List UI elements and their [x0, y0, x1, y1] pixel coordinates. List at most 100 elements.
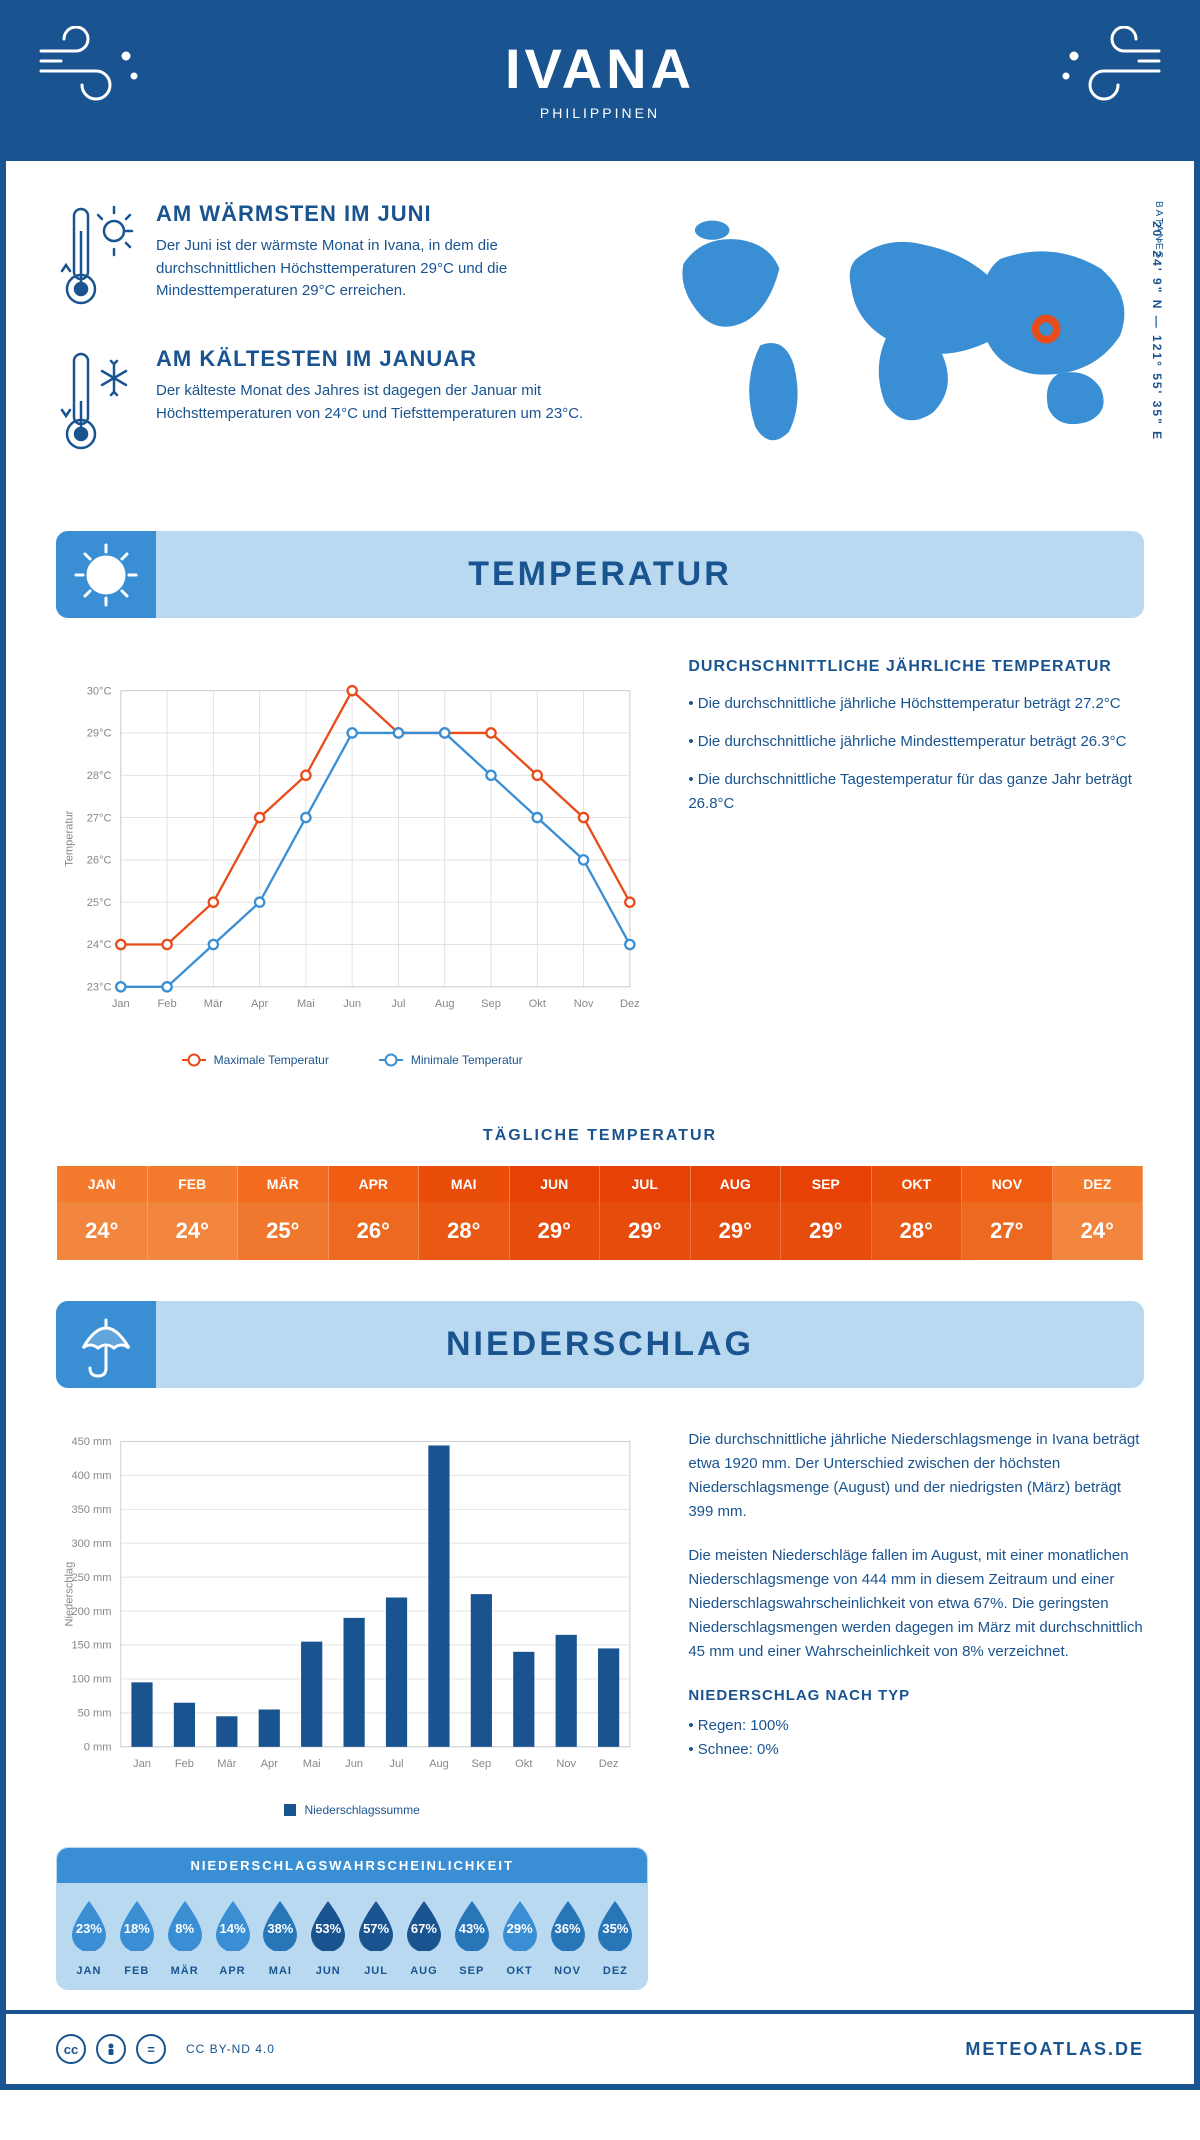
- precipitation-title: NIEDERSCHLAG: [86, 1325, 1114, 1364]
- svg-text:Aug: Aug: [429, 1758, 449, 1770]
- svg-text:25°C: 25°C: [87, 897, 112, 909]
- svg-text:0 mm: 0 mm: [84, 1742, 112, 1754]
- precip-type-item: • Schnee: 0%: [688, 1738, 1144, 1762]
- daily-title: TÄGLICHE TEMPERATUR: [56, 1127, 1144, 1145]
- intro-section: AM WÄRMSTEN IM JUNI Der Juni ist der wär…: [6, 161, 1194, 531]
- svg-text:50 mm: 50 mm: [78, 1708, 112, 1720]
- svg-text:Mai: Mai: [303, 1758, 321, 1770]
- legend-max: Maximale Temperatur: [182, 1053, 329, 1067]
- svg-text:450 mm: 450 mm: [71, 1436, 111, 1448]
- header: IVANA PHILIPPINEN: [6, 6, 1194, 161]
- probability-col: 18%FEB: [113, 1899, 161, 1977]
- temperature-row: 23°C24°C25°C26°C27°C28°C29°C30°CJanFebMä…: [6, 618, 1194, 1107]
- coldest-text: Der kälteste Monat des Jahres ist dagege…: [156, 380, 605, 425]
- coordinates: 20° 24' 9" N — 121° 55' 35" E: [1150, 221, 1164, 441]
- probability-col: 38%MAI: [256, 1899, 304, 1977]
- daily-col: FEB24°: [148, 1166, 239, 1260]
- world-map: BATANES 20° 24' 9" N — 121° 55' 35" E: [645, 201, 1144, 491]
- license: cc = CC BY-ND 4.0: [56, 2034, 275, 2064]
- svg-text:Jun: Jun: [343, 998, 361, 1010]
- probability-col: 23%JAN: [65, 1899, 113, 1977]
- wind-icon: [36, 26, 146, 111]
- svg-text:150 mm: 150 mm: [71, 1640, 111, 1652]
- nd-icon: =: [136, 2034, 166, 2064]
- coldest-title: AM KÄLTESTEN IM JANUAR: [156, 346, 605, 372]
- svg-text:Dez: Dez: [620, 998, 640, 1010]
- by-icon: [96, 2034, 126, 2064]
- thermometer-snow-icon: [56, 346, 136, 461]
- probability-col: 43%SEP: [448, 1899, 496, 1977]
- probability-box: NIEDERSCHLAGSWAHRSCHEINLICHKEIT 23%JAN18…: [56, 1847, 648, 1990]
- precip-para: Die durchschnittliche jährliche Niedersc…: [688, 1428, 1144, 1524]
- svg-text:Jan: Jan: [112, 998, 130, 1010]
- svg-text:28°C: 28°C: [87, 770, 112, 782]
- warmest-text: Der Juni ist der wärmste Monat in Ivana,…: [156, 235, 605, 303]
- daily-col: JUL29°: [600, 1166, 691, 1260]
- legend-precip: Niederschlagssumme: [284, 1803, 419, 1817]
- license-text: CC BY-ND 4.0: [186, 2042, 275, 2056]
- svg-text:Nov: Nov: [574, 998, 594, 1010]
- thermometer-sun-icon: [56, 201, 136, 316]
- daily-col: NOV27°: [962, 1166, 1053, 1260]
- coldest-block: AM KÄLTESTEN IM JANUAR Der kälteste Mona…: [56, 346, 605, 461]
- probability-col: 57%JUL: [352, 1899, 400, 1977]
- brand: METEOATLAS.DE: [965, 2039, 1144, 2060]
- precipitation-chart: 0 mm50 mm100 mm150 mm200 mm250 mm300 mm3…: [56, 1428, 648, 1817]
- precip-para: Die meisten Niederschläge fallen im Augu…: [688, 1544, 1144, 1664]
- svg-text:Jul: Jul: [391, 998, 405, 1010]
- legend-min: Minimale Temperatur: [379, 1053, 523, 1067]
- temp-info-bullet: • Die durchschnittliche jährliche Mindes…: [688, 730, 1144, 754]
- daily-col: JUN29°: [510, 1166, 601, 1260]
- daily-temperature: TÄGLICHE TEMPERATUR JAN24°FEB24°MÄR25°AP…: [6, 1107, 1194, 1301]
- precip-type-item: • Regen: 100%: [688, 1714, 1144, 1738]
- svg-text:Mai: Mai: [297, 998, 315, 1010]
- page-subtitle: PHILIPPINEN: [26, 105, 1174, 121]
- svg-text:Okt: Okt: [529, 998, 546, 1010]
- svg-text:Dez: Dez: [599, 1758, 619, 1770]
- probability-col: 14%APR: [209, 1899, 257, 1977]
- svg-text:Jun: Jun: [345, 1758, 363, 1770]
- svg-text:24°C: 24°C: [87, 939, 112, 951]
- wind-icon: [1054, 26, 1164, 111]
- precipitation-section-header: NIEDERSCHLAG: [56, 1301, 1144, 1388]
- svg-text:26°C: 26°C: [87, 855, 112, 867]
- svg-text:Mär: Mär: [204, 998, 223, 1010]
- daily-col: SEP29°: [781, 1166, 872, 1260]
- svg-text:Apr: Apr: [251, 998, 269, 1010]
- umbrella-icon: [56, 1301, 156, 1388]
- svg-text:30°C: 30°C: [87, 685, 112, 697]
- footer: cc = CC BY-ND 4.0 METEOATLAS.DE: [6, 2010, 1194, 2084]
- temperature-info: DURCHSCHNITTLICHE JÄHRLICHE TEMPERATUR •…: [688, 658, 1144, 1067]
- probability-title: NIEDERSCHLAGSWAHRSCHEINLICHKEIT: [57, 1848, 647, 1883]
- temperature-section-header: TEMPERATUR: [56, 531, 1144, 618]
- svg-text:27°C: 27°C: [87, 812, 112, 824]
- svg-text:Sep: Sep: [481, 998, 501, 1010]
- sun-icon: [56, 531, 156, 618]
- probability-col: 36%NOV: [544, 1899, 592, 1977]
- svg-text:Niederschlag: Niederschlag: [64, 1562, 76, 1627]
- daily-col: MAI28°: [419, 1166, 510, 1260]
- svg-text:Nov: Nov: [556, 1758, 576, 1770]
- svg-text:Jul: Jul: [389, 1758, 403, 1770]
- svg-text:Jan: Jan: [133, 1758, 151, 1770]
- svg-text:Sep: Sep: [471, 1758, 491, 1770]
- svg-text:Aug: Aug: [435, 998, 455, 1010]
- svg-text:300 mm: 300 mm: [71, 1538, 111, 1550]
- svg-text:200 mm: 200 mm: [71, 1606, 111, 1618]
- daily-table: JAN24°FEB24°MÄR25°APR26°MAI28°JUN29°JUL2…: [56, 1165, 1144, 1261]
- daily-col: OKT28°: [872, 1166, 963, 1260]
- temperature-title: TEMPERATUR: [86, 555, 1114, 594]
- svg-text:250 mm: 250 mm: [71, 1572, 111, 1584]
- probability-col: 35%DEZ: [591, 1899, 639, 1977]
- temperature-chart: 23°C24°C25°C26°C27°C28°C29°C30°CJanFebMä…: [56, 658, 648, 1067]
- daily-col: MÄR25°: [238, 1166, 329, 1260]
- daily-col: AUG29°: [691, 1166, 782, 1260]
- probability-col: 8%MÄR: [161, 1899, 209, 1977]
- svg-text:Feb: Feb: [158, 998, 177, 1010]
- svg-text:23°C: 23°C: [87, 982, 112, 994]
- svg-text:350 mm: 350 mm: [71, 1504, 111, 1516]
- probability-col: 53%JUN: [304, 1899, 352, 1977]
- cc-icon: cc: [56, 2034, 86, 2064]
- page-title: IVANA: [26, 36, 1174, 101]
- probability-col: 67%AUG: [400, 1899, 448, 1977]
